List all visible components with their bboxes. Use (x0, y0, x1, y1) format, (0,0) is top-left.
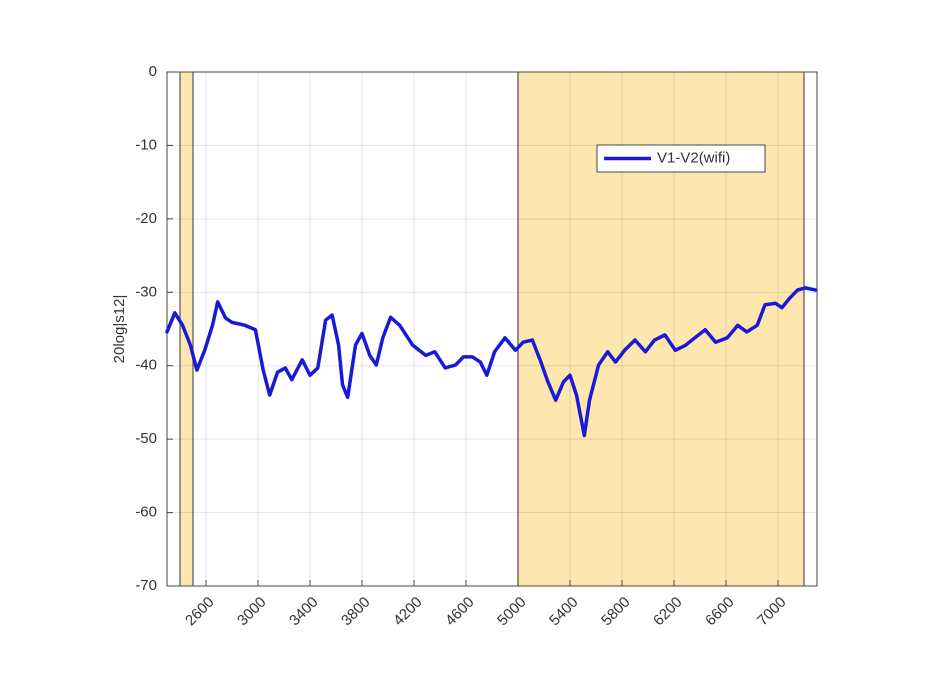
y-tick-label: -60 (135, 504, 157, 521)
x-tick-label: 5000 (494, 594, 530, 630)
y-tick-label: -40 (135, 357, 157, 374)
band (180, 72, 193, 586)
x-tick-label: 3400 (286, 594, 322, 630)
y-tick-label: -10 (135, 136, 157, 153)
y-tick-label: -30 (135, 283, 157, 300)
y-tick-label: 0 (149, 63, 157, 80)
x-tick-label: 4600 (442, 594, 478, 630)
y-axis-label: 20log|s12| (111, 295, 128, 364)
legend-label: V1-V2(wifi) (657, 149, 730, 166)
x-tick-label: 4200 (390, 594, 426, 630)
y-tick-label: -20 (135, 210, 157, 227)
x-tick-label: 2600 (182, 594, 218, 630)
x-tick-label: 6200 (650, 594, 686, 630)
x-tick-label: 7000 (754, 594, 790, 630)
x-tick-label: 3800 (338, 594, 374, 630)
y-tick-label: -50 (135, 430, 157, 447)
x-tick-label: 3000 (234, 594, 270, 630)
x-tick-label: 5800 (598, 594, 634, 630)
y-tick-label: -70 (135, 577, 157, 594)
x-tick-label: 5400 (546, 594, 582, 630)
line-series (165, 286, 818, 438)
x-tick-label: 6600 (702, 594, 738, 630)
